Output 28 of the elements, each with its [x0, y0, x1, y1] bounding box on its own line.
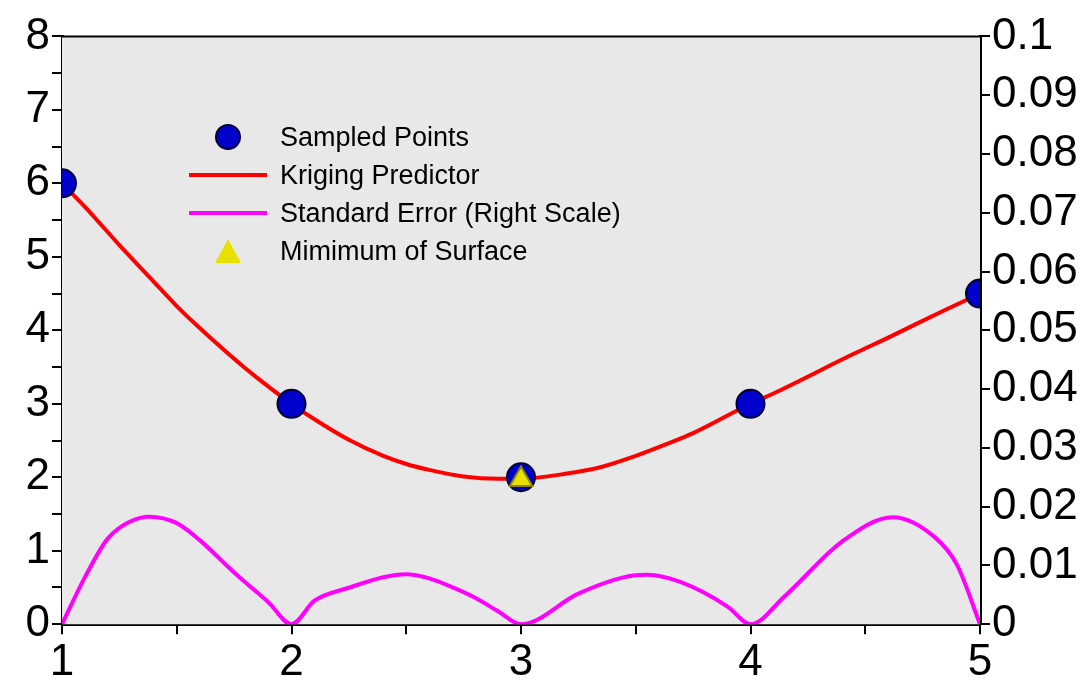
y2-tick-label: 0.1 [992, 8, 1054, 58]
y-tick-label: 5 [25, 228, 50, 278]
y2-tick-label: 0.08 [992, 126, 1078, 176]
y-tick-label: 8 [25, 8, 50, 58]
y-tick-label: 1 [25, 522, 50, 572]
y-tick-label: 7 [25, 82, 50, 132]
y2-tick-label: 0.09 [992, 67, 1078, 117]
y2-tick-label: 0.06 [992, 243, 1078, 293]
legend-label: Sampled Points [280, 121, 470, 154]
y-tick-label: 3 [25, 375, 50, 425]
legend-label: Mimimum of Surface [280, 235, 528, 268]
y2-tick-label: 0.01 [992, 537, 1078, 587]
y2-tick-label: 0.05 [992, 302, 1078, 352]
x-tick-label: 5 [967, 634, 993, 684]
y2-tick-label: 0.03 [992, 420, 1078, 469]
legend-label: Standard Error (Right Scale) [280, 197, 621, 230]
y2-tick-label: 0.02 [992, 478, 1078, 528]
y2-tick-label: 0.04 [992, 361, 1078, 411]
x-tick-label: 3 [508, 634, 534, 684]
y-tick-label: 6 [25, 155, 50, 205]
y-tick-label: 4 [25, 302, 50, 352]
y-tick-label: 0 [25, 596, 50, 646]
x-tick-label: 2 [279, 634, 304, 684]
y2-tick-label: 0.07 [992, 184, 1078, 234]
y-tick-label: 2 [25, 449, 50, 499]
x-tick-label: 4 [738, 634, 763, 684]
legend-label: Kriging Predictor [280, 159, 480, 192]
y2-tick-label: 0 [992, 596, 1017, 646]
